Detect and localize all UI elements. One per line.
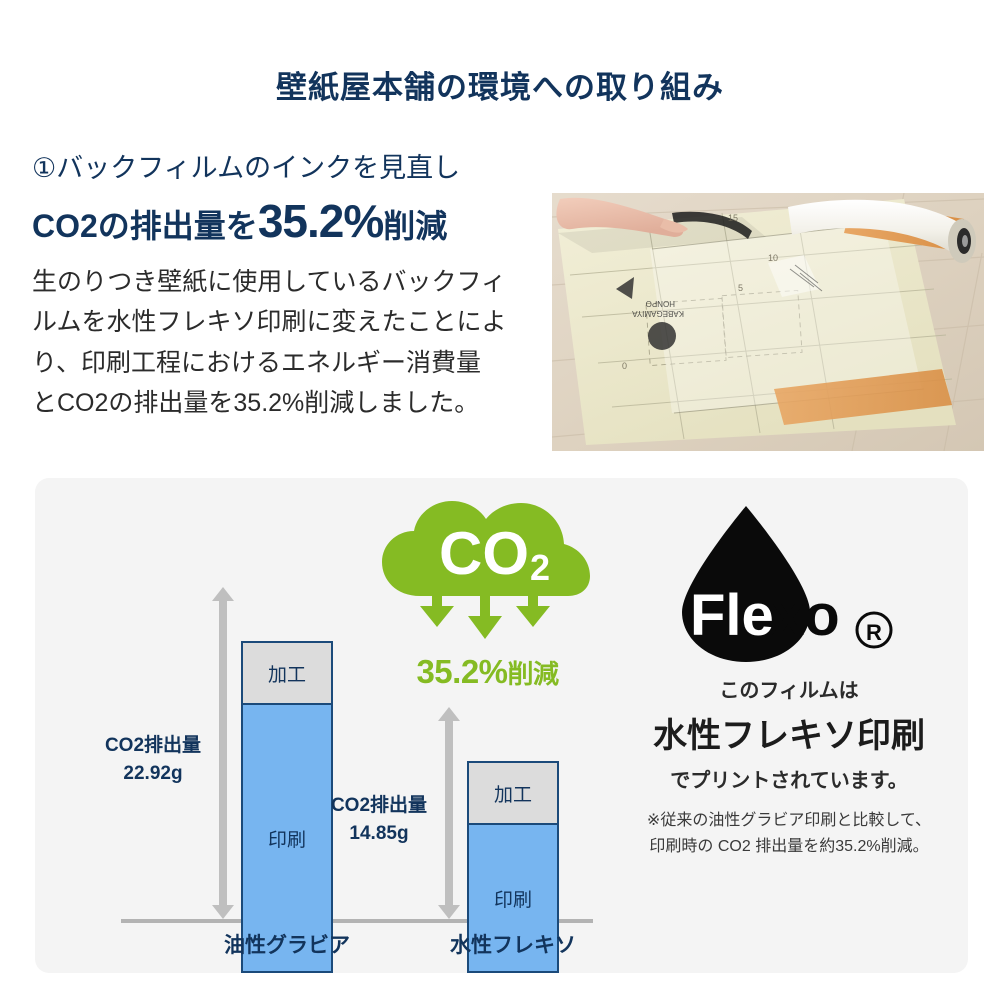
droplet-shape (682, 506, 810, 662)
svg-text:0: 0 (622, 361, 627, 371)
bar2-category-label: 水性フレキソ (450, 934, 576, 957)
co2-cloud-icon: CO 2 (382, 501, 590, 639)
co2-percent-value: 35.2% (416, 653, 508, 690)
flexo-footnote-line: ※従来の油性グラビア印刷と比較して、 (646, 812, 932, 829)
co2-reduction-badge: CO 2 35.2%削減 (380, 496, 595, 691)
bar1-segment-processing: 加工 (243, 643, 331, 705)
arrow-head-up-icon (438, 707, 460, 721)
bar1-value-amount: 22.92g (123, 762, 183, 784)
chart-baseline (121, 919, 593, 923)
flexo-wordmark-black: xo (772, 583, 840, 648)
registered-mark-icon: R (855, 611, 893, 649)
comparison-panel: CO2排出量 22.92g 加工 印刷 油性グラビア CO2排出量 14.85g… (35, 478, 968, 973)
bar-oil-gravure: 加工 印刷 (241, 641, 333, 973)
bar1-measure-arrow (212, 587, 234, 919)
flexo-footnote: ※従来の油性グラビア印刷と比較して、 印刷時の CO2 排出量を約35.2%削減… (610, 808, 968, 860)
wallpaper-film-photo: KABEGAMIYA HONPO 15 10 5 0 (552, 193, 984, 451)
bar2-value-amount: 14.85g (349, 822, 409, 844)
svg-text:5: 5 (738, 283, 743, 293)
body-paragraph: 生のりつき壁紙に使用しているバックフィ ルムを水性フレキソ印刷に変えたことによ … (32, 262, 542, 424)
lead-heading-numbered: ①バックフィルムのインクを見直し (32, 153, 461, 183)
lead-text-column: ①バックフィルムのインクを見直し CO2の排出量を 35.2% 削減 生のりつき… (32, 152, 542, 424)
svg-text:KABEGAMIYA: KABEGAMIYA (631, 309, 684, 318)
bar-water-flexo: 加工 印刷 (467, 761, 559, 973)
body-line: とCO2の排出量を35.2%削減しました。 (32, 389, 480, 418)
bar2-segment-processing: 加工 (469, 763, 557, 825)
co2-percent-kanji: 削減 (507, 659, 560, 689)
arrow-head-down-icon (212, 905, 234, 919)
svg-text:15: 15 (728, 213, 738, 223)
flexo-droplet-icon: Fle xo R (682, 506, 893, 662)
cloud-shape (382, 501, 590, 596)
svg-text:10: 10 (768, 253, 778, 263)
svg-text:R: R (866, 620, 882, 645)
bar1-value-title: CO2排出量 (104, 735, 202, 756)
flexo-certification-block: Fle xo R このフィルムは 水性フレキソ印刷 でプリントされています。 ※… (610, 500, 968, 860)
page-title: 壁紙屋本舗の環境への取り組み (276, 70, 724, 105)
flexo-sub-claim: でプリントされています。 (670, 770, 908, 792)
bar2-segment-printing: 印刷 (469, 825, 557, 971)
arrow-shaft (219, 599, 227, 907)
bar2-measure-arrow (438, 707, 460, 919)
body-line: 生のりつき壁紙に使用しているバックフィ (32, 267, 507, 296)
lead-headline-prefix: CO2の排出量を (32, 207, 258, 244)
bar1-category-label: 油性グラビア (224, 934, 350, 957)
body-line: り、印刷工程におけるエネルギー消費量 (32, 348, 482, 377)
arrow-head-down-icon (438, 905, 460, 919)
cloud-co2-text: CO (439, 520, 529, 587)
bar1-value-label: CO2排出量 22.92g (97, 732, 209, 787)
flexo-caption: このフィルムは (719, 680, 859, 702)
co2-reduction-percent-label: 35.2%削減 (380, 653, 595, 691)
bar2-value-label: CO2排出量 14.85g (323, 792, 435, 847)
bar1-segment-printing: 印刷 (243, 705, 331, 971)
svg-text:HONPO: HONPO (646, 299, 675, 308)
cloud-co2-subscript: 2 (530, 547, 550, 588)
co2-bar-chart: CO2排出量 22.92g 加工 印刷 油性グラビア CO2排出量 14.85g… (35, 478, 595, 973)
flexo-footnote-line: 印刷時の CO2 排出量を約35.2%削減。 (649, 837, 929, 855)
flexo-main-claim: 水性フレキソ印刷 (653, 717, 925, 755)
flexo-logo: Fle xo R (654, 500, 924, 670)
bar2-value-title: CO2排出量 (330, 795, 428, 816)
downward-arrows-icon (420, 594, 550, 639)
flexo-wordmark-white: Fle (690, 583, 774, 648)
arrow-shaft (445, 719, 453, 907)
lead-headline-percent: 35.2% (257, 194, 384, 247)
lead-headline-suffix: 削減 (383, 207, 448, 244)
body-line: ルムを水性フレキソ印刷に変えたことによ (32, 308, 507, 337)
arrow-head-up-icon (212, 587, 234, 601)
lead-headline-reduction: CO2の排出量を 35.2% 削減 (32, 195, 542, 248)
